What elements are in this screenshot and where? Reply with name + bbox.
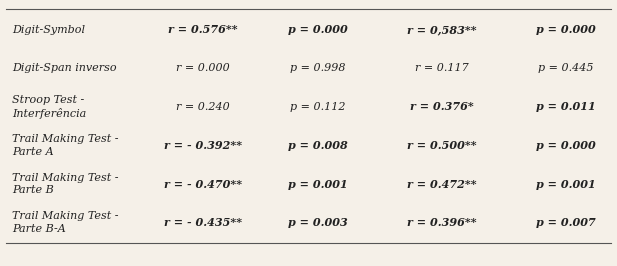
Text: r = - 0.435**: r = - 0.435** — [164, 217, 242, 228]
Text: p = 0.000: p = 0.000 — [288, 24, 347, 35]
Text: r = 0.472**: r = 0.472** — [407, 178, 476, 190]
Text: Digit-Span inverso: Digit-Span inverso — [12, 63, 117, 73]
Text: p = 0.998: p = 0.998 — [290, 63, 346, 73]
Text: p = 0.003: p = 0.003 — [288, 217, 347, 228]
Text: Trail Making Test -
Parte B: Trail Making Test - Parte B — [12, 173, 118, 195]
Text: p = 0.008: p = 0.008 — [288, 140, 347, 151]
Text: r = 0.576**: r = 0.576** — [168, 24, 238, 35]
Text: p = 0.112: p = 0.112 — [290, 102, 346, 112]
Text: p = 0.007: p = 0.007 — [536, 217, 595, 228]
Text: Digit-Symbol: Digit-Symbol — [12, 25, 85, 35]
Text: r = 0.376*: r = 0.376* — [410, 101, 473, 113]
Text: r = - 0.392**: r = - 0.392** — [164, 140, 242, 151]
Text: p = 0.001: p = 0.001 — [288, 178, 347, 190]
Text: r = 0.000: r = 0.000 — [176, 63, 230, 73]
Text: p = 0.001: p = 0.001 — [536, 178, 595, 190]
Text: p = 0.000: p = 0.000 — [536, 24, 595, 35]
Text: r = 0.396**: r = 0.396** — [407, 217, 476, 228]
Text: p = 0.445: p = 0.445 — [538, 63, 593, 73]
Text: r = 0.500**: r = 0.500** — [407, 140, 476, 151]
Text: r = - 0.470**: r = - 0.470** — [164, 178, 242, 190]
Text: Stroop Test -
Interferência: Stroop Test - Interferência — [12, 95, 86, 119]
Text: r = 0.117: r = 0.117 — [415, 63, 468, 73]
Text: r = 0.240: r = 0.240 — [176, 102, 230, 112]
Text: p = 0.000: p = 0.000 — [536, 140, 595, 151]
Text: Trail Making Test -
Parte B-A: Trail Making Test - Parte B-A — [12, 211, 118, 234]
Text: p = 0.011: p = 0.011 — [536, 101, 595, 113]
Text: r = 0,583**: r = 0,583** — [407, 24, 476, 35]
Text: Trail Making Test -
Parte A: Trail Making Test - Parte A — [12, 134, 118, 157]
